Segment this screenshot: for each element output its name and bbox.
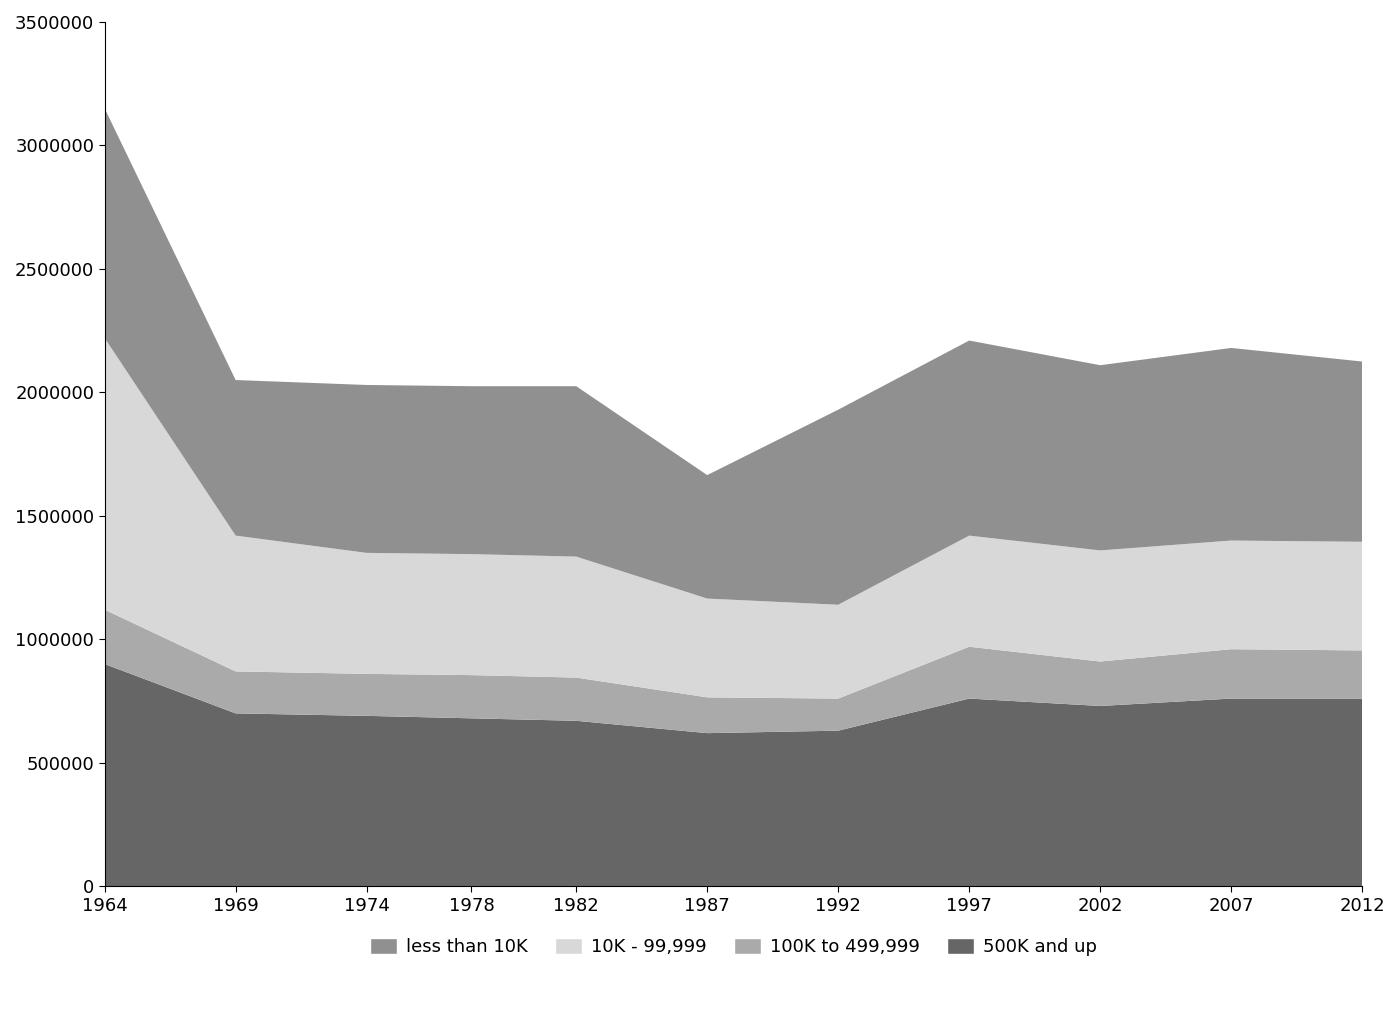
Legend: less than 10K, 10K - 99,999, 100K to 499,999, 500K and up: less than 10K, 10K - 99,999, 100K to 499…: [363, 931, 1105, 964]
